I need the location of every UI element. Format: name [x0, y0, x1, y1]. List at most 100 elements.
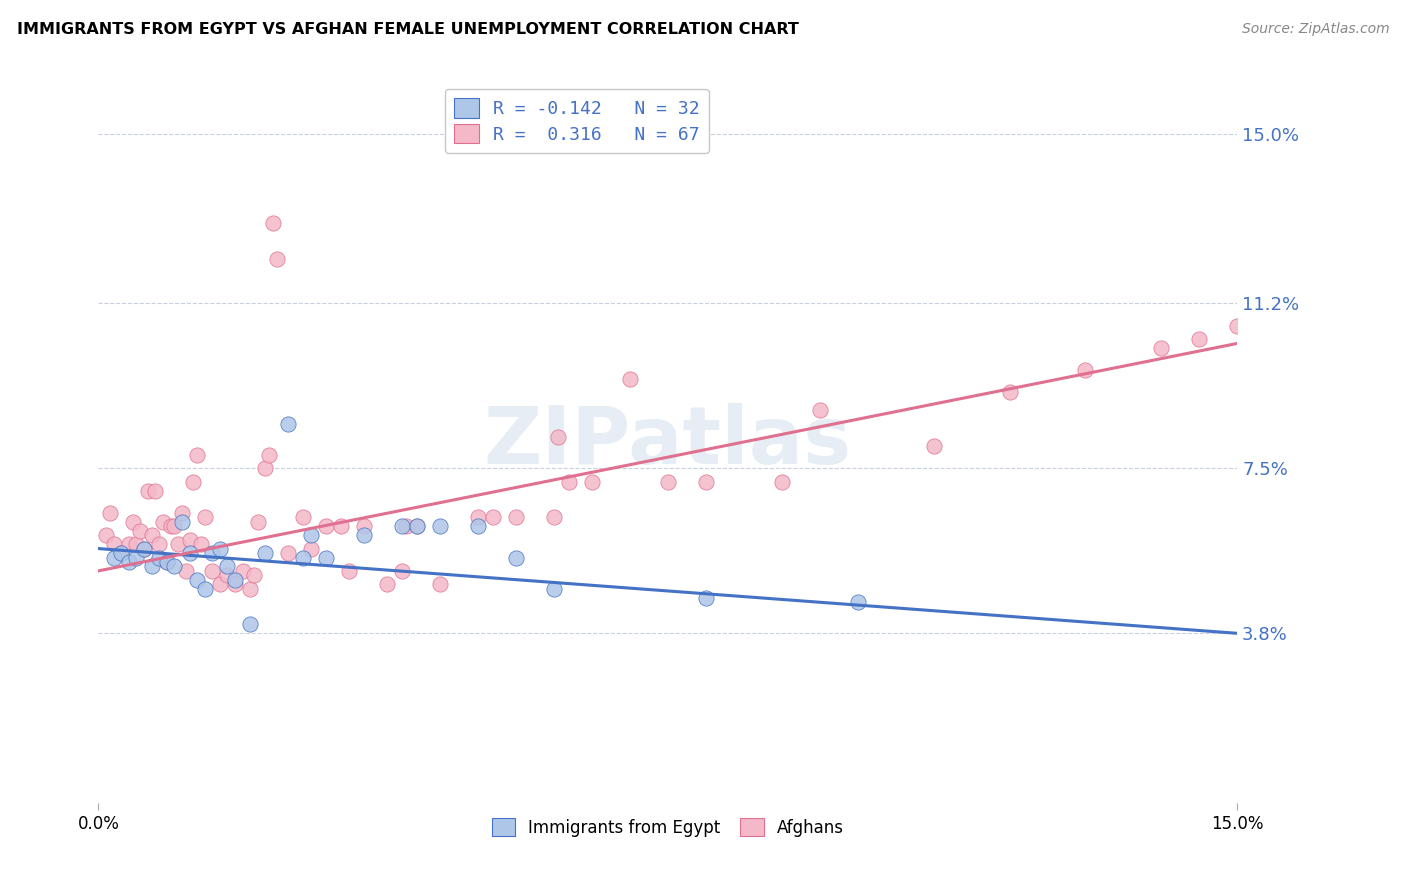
Point [170, 506, 193, 520]
Point [482, 510, 505, 524]
Point [395, 519, 418, 533]
Point [201, 564, 224, 578]
Point [103, 537, 125, 551]
Point [186, 448, 208, 462]
Point [156, 555, 179, 569]
Point [201, 546, 224, 560]
Point [353, 519, 375, 533]
Point [998, 385, 1021, 400]
Point [179, 533, 201, 547]
Point [159, 519, 181, 533]
Point [429, 577, 451, 591]
Point [922, 439, 945, 453]
Point [254, 546, 277, 560]
Point [156, 555, 179, 569]
Point [292, 510, 315, 524]
Point [277, 546, 299, 560]
Point [110, 546, 132, 560]
Point [246, 515, 269, 529]
Point [163, 519, 186, 533]
Point [145, 483, 167, 498]
Point [121, 515, 143, 529]
Point [1074, 363, 1097, 377]
Point [299, 528, 322, 542]
Point [186, 573, 208, 587]
Point [262, 216, 284, 230]
Point [619, 372, 641, 386]
Text: Source: ZipAtlas.com: Source: ZipAtlas.com [1241, 22, 1389, 37]
Point [277, 417, 299, 431]
Point [179, 546, 201, 560]
Point [505, 510, 527, 524]
Point [581, 475, 603, 489]
Point [239, 617, 262, 632]
Point [808, 403, 831, 417]
Point [353, 528, 375, 542]
Point [194, 510, 217, 524]
Point [118, 555, 141, 569]
Point [152, 515, 174, 529]
Point [110, 546, 132, 560]
Point [543, 582, 565, 596]
Legend: Immigrants from Egypt, Afghans: Immigrants from Egypt, Afghans [484, 810, 852, 845]
Point [141, 559, 163, 574]
Point [208, 577, 231, 591]
Point [391, 564, 413, 578]
Point [174, 564, 197, 578]
Point [148, 537, 170, 551]
Point [243, 568, 266, 582]
Point [148, 550, 170, 565]
Point [232, 564, 254, 578]
Point [406, 519, 429, 533]
Point [1188, 332, 1211, 346]
Point [337, 564, 360, 578]
Point [292, 550, 315, 565]
Point [695, 475, 717, 489]
Point [846, 595, 869, 609]
Point [315, 550, 337, 565]
Point [239, 582, 262, 596]
Point [467, 519, 489, 533]
Point [505, 550, 527, 565]
Point [170, 515, 193, 529]
Point [94, 528, 117, 542]
Point [129, 524, 152, 538]
Point [224, 577, 246, 591]
Point [695, 591, 717, 605]
Point [125, 537, 148, 551]
Point [190, 537, 212, 551]
Point [163, 559, 186, 574]
Point [299, 541, 322, 556]
Point [141, 528, 163, 542]
Point [467, 510, 489, 524]
Point [558, 475, 581, 489]
Point [208, 541, 231, 556]
Text: IMMIGRANTS FROM EGYPT VS AFGHAN FEMALE UNEMPLOYMENT CORRELATION CHART: IMMIGRANTS FROM EGYPT VS AFGHAN FEMALE U… [17, 22, 799, 37]
Point [406, 519, 429, 533]
Point [429, 519, 451, 533]
Point [125, 550, 148, 565]
Point [375, 577, 398, 591]
Point [132, 541, 155, 556]
Point [98, 506, 121, 520]
Point [136, 483, 159, 498]
Point [259, 448, 281, 462]
Point [543, 510, 565, 524]
Point [315, 519, 337, 533]
Text: ZIPatlas: ZIPatlas [484, 402, 852, 481]
Point [1150, 341, 1173, 355]
Point [547, 430, 569, 444]
Point [118, 537, 141, 551]
Point [217, 568, 239, 582]
Point [224, 573, 246, 587]
Point [254, 461, 277, 475]
Point [391, 519, 413, 533]
Point [657, 475, 679, 489]
Point [103, 550, 125, 565]
Point [132, 541, 155, 556]
Point [266, 252, 288, 266]
Point [194, 582, 217, 596]
Point [217, 559, 239, 574]
Point [1226, 318, 1249, 333]
Point [167, 537, 190, 551]
